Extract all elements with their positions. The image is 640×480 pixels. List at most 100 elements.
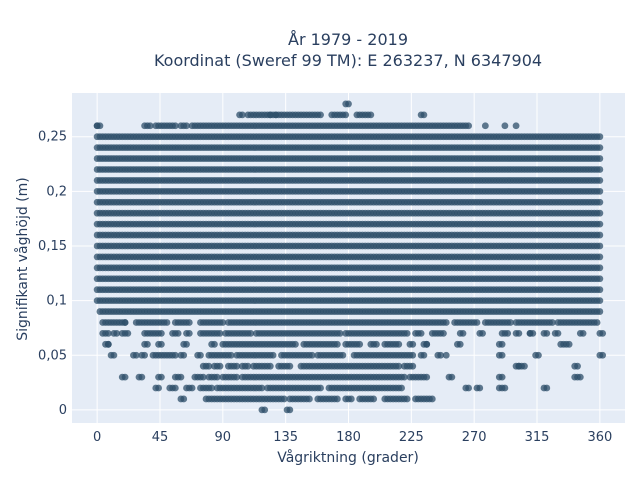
scatter-point [465,122,472,130]
scatter-point [596,242,604,250]
x-axis-ticks: 0 45 90 135 180 225 270 315 360 [93,430,612,445]
scatter-point [104,340,112,348]
scatter-point [227,351,235,359]
scatter-point [593,319,601,326]
scatter-point [180,395,188,403]
scatter-point [233,362,241,370]
scatter-point [104,330,112,337]
x-tick-label: 45 [152,430,169,445]
scatter-point [183,340,190,348]
scatter-point [459,330,467,337]
scatter-point [157,330,165,337]
x-axis-title: Vågriktning (grader) [277,449,419,466]
scatter-point [479,330,486,337]
scatter-point [596,166,604,173]
scatter-point [465,384,472,392]
scatter-point [456,340,464,348]
scatter-point [507,319,514,326]
chart-title-line-2: Koordinat (Sweref 99 TM): E 263237, N 63… [154,51,542,70]
scatter-point [199,373,207,381]
scatter-point [512,122,520,130]
scatter-point [244,362,252,370]
scatter-point [473,319,481,326]
scatter-point [420,351,428,359]
scatter-point [395,362,403,370]
scatter-point [423,373,431,381]
scatter-point [543,384,551,392]
scatter-point [596,231,604,239]
scatter-point [409,362,417,370]
scatter-point [440,330,447,337]
scatter-point [373,340,380,348]
scatter-point [403,330,411,337]
scatter-point [171,384,179,392]
scatter-point [501,122,509,130]
x-tick-label: 270 [462,430,487,445]
scatter-point [554,330,562,337]
scatter-point [501,384,509,392]
y-tick-label: 0,2 [46,184,67,199]
scatter-point [428,395,436,403]
scatter-point [306,395,313,403]
scatter-point [211,340,218,348]
scatter-point [272,111,280,119]
scatter-point [576,373,584,381]
scatter-point [188,384,196,392]
scatter-point [132,351,140,359]
scatter-point [409,340,417,348]
scatter-point [155,384,162,392]
scatter-point [345,100,352,108]
scatter-point [442,319,450,326]
scatter-point [286,362,294,370]
scatter-point [185,319,193,326]
scatter-point [121,319,129,326]
scatter-point [258,384,266,392]
scatter-point [596,264,604,272]
scatter-point [596,253,604,261]
scatter-point [398,384,405,392]
scatter-point [498,373,506,381]
scatter-point [261,406,269,414]
y-tick-label: 0,05 [38,348,67,363]
scatter-point [280,395,288,403]
y-tick-label: 0,25 [38,130,67,145]
scatter-point [565,340,573,348]
scatter-point [342,111,350,119]
scatter-point [423,340,431,348]
scatter-point [174,330,182,337]
scatter-point [185,330,193,337]
scatter-point [574,362,581,370]
scatter-point [113,330,121,337]
y-tick-label: 0,15 [38,239,67,254]
scatter-point [247,330,255,337]
y-tick-label: 0 [59,403,67,418]
scatter-point [356,340,364,348]
scatter-point [333,395,341,403]
scatter-point [403,395,411,403]
scatter-point [521,362,528,370]
scatter-point [417,330,425,337]
scatter-point [213,373,221,381]
data-points [93,100,607,414]
scatter-point [596,220,604,228]
scatter-point [437,351,445,359]
x-tick-label: 315 [525,430,550,445]
scatter-point [409,351,417,359]
scatter-point [498,351,506,359]
scatter-point [317,111,324,119]
scatter-point [596,308,604,315]
scatter-point [336,330,344,337]
scatter-point [141,351,149,359]
x-tick-label: 135 [273,430,298,445]
x-tick-label: 0 [93,430,101,445]
scatter-point [157,340,165,348]
scatter-point [333,340,341,348]
scatter-point [599,351,607,359]
scatter-point [543,330,551,337]
scatter-point [197,351,204,359]
x-tick-label: 90 [215,430,232,445]
y-tick-label: 0,1 [46,294,67,309]
scatter-point [180,351,188,359]
scatter-point [171,351,179,359]
x-tick-label: 225 [399,430,424,445]
